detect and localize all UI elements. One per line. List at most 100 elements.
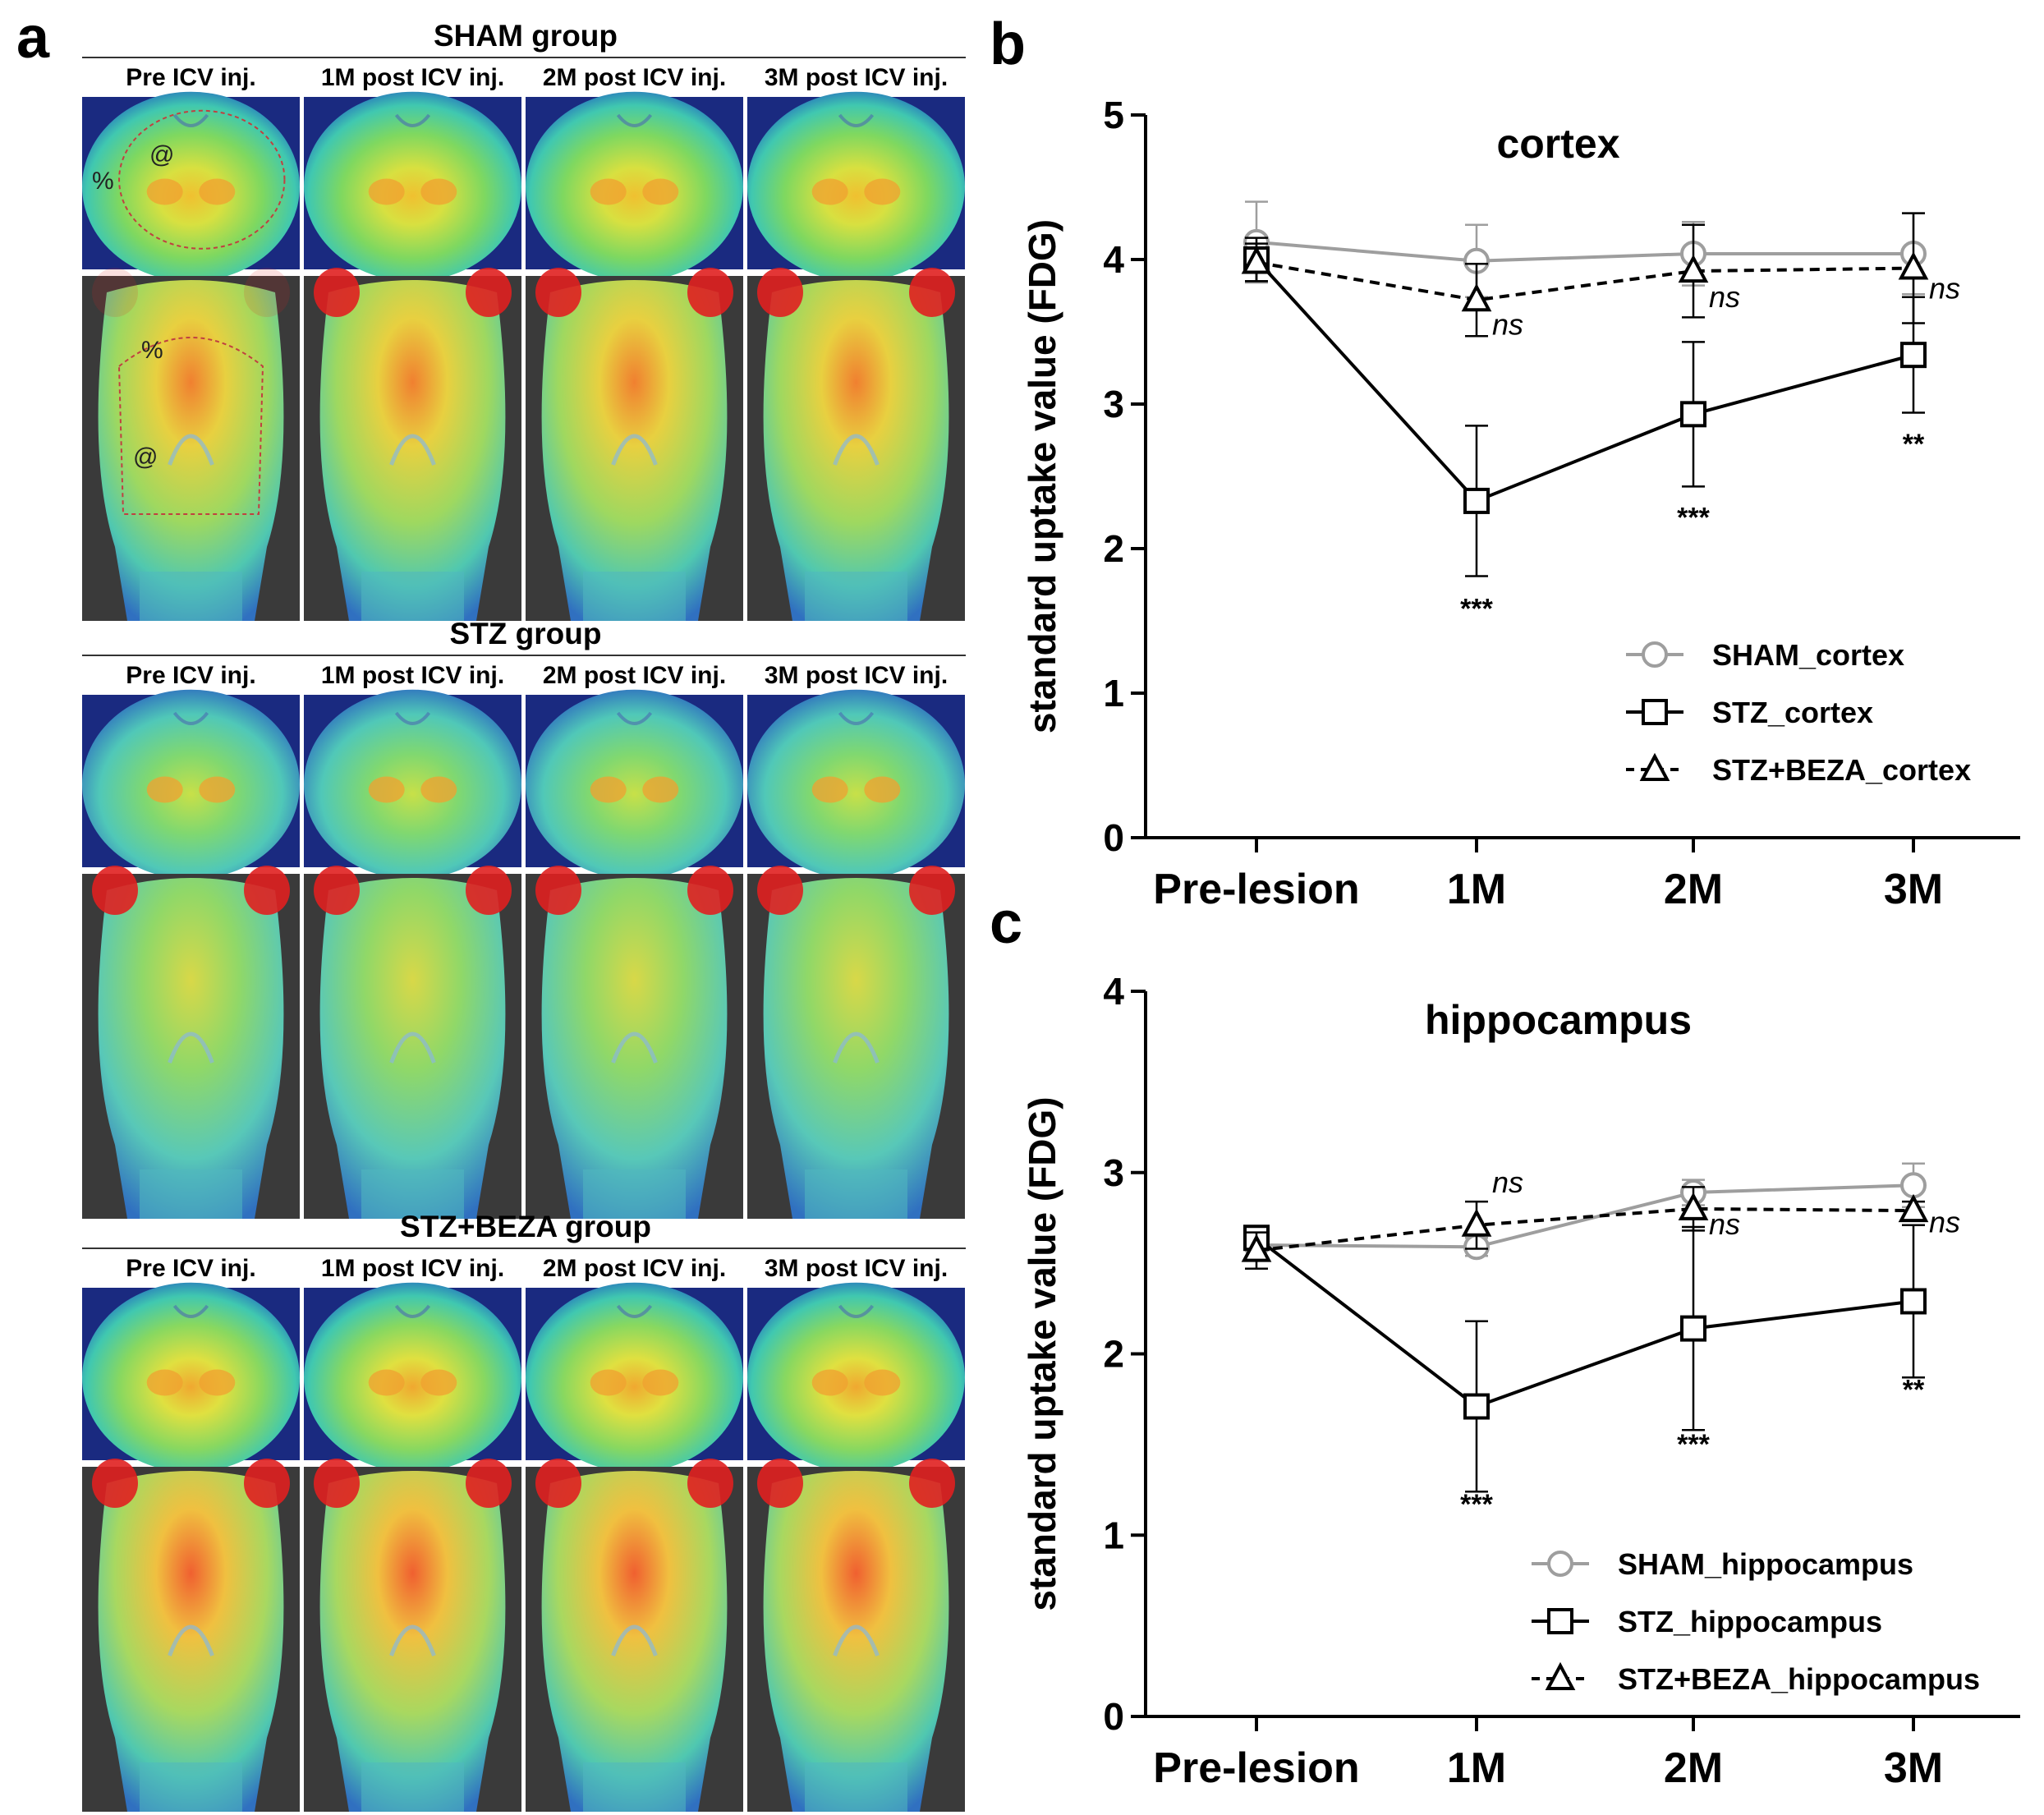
y-tick-label: 5 xyxy=(1103,94,1124,136)
coronal-hotspot-left xyxy=(590,1369,627,1396)
data-point xyxy=(1241,246,1272,274)
legend: SHAM_hippocampus STZ_hippocampus STZ+BEZA_… xyxy=(1532,1547,1980,1696)
axial-hotspot-left-eye xyxy=(92,866,138,915)
x-category-label: 3M xyxy=(1884,1744,1943,1792)
axial-hotspot-left-eye xyxy=(535,268,581,317)
axial-slice-heatmap xyxy=(541,878,728,1219)
axial-slice-heatmap xyxy=(763,878,949,1219)
ns-annotation: ns xyxy=(1492,308,1523,342)
chart-hippocampus: 0 1 2 3 4 Pre-lesion 1M 2M 3M standard uptake val… xyxy=(1021,970,2020,1792)
significance-annotation: ** xyxy=(1903,429,1925,460)
axial-ventricle xyxy=(611,1624,658,1656)
coronal-hotspot-right xyxy=(420,178,457,205)
y-tick-label: 4 xyxy=(1103,238,1124,281)
axial-ventricle xyxy=(611,1032,658,1064)
series-circle xyxy=(1243,200,1927,299)
axial-ventricle xyxy=(389,1032,436,1064)
x-category-label: Pre-lesion xyxy=(1153,866,1359,913)
roi-outline-cortex-axial xyxy=(117,337,264,515)
y-tick-label: 1 xyxy=(1103,1514,1124,1556)
coronal-midline xyxy=(838,711,875,725)
coronal-slice-heatmap xyxy=(526,91,743,282)
coronal-hotspot-left xyxy=(811,1369,848,1396)
axial-hotspot-right-eye xyxy=(466,866,512,915)
axial-slice-heatmap xyxy=(319,878,506,1219)
legend-label: STZ_cortex xyxy=(1712,696,1873,729)
axial-cerebellum xyxy=(805,1762,907,1812)
legend-marker xyxy=(1642,699,1668,725)
data-point xyxy=(1678,1192,1709,1220)
coronal-midline xyxy=(616,711,653,725)
axial-hotspot-left-eye xyxy=(92,1459,138,1508)
axial-cerebellum xyxy=(583,572,686,621)
coronal-midline xyxy=(172,113,209,127)
roi-label-cortex: % xyxy=(141,337,163,364)
column-title: 1M post ICV inj. xyxy=(321,64,504,91)
axial-hotspot-left-eye xyxy=(757,1459,803,1508)
axial-hotspot-right-eye xyxy=(909,1459,955,1508)
axial-slice-heatmap xyxy=(763,1471,949,1812)
column-title: 3M post ICV inj. xyxy=(765,662,948,689)
axial-slice-heatmap xyxy=(541,1471,728,1812)
significance-annotation: *** xyxy=(1460,593,1493,624)
axial-hotspot-right-eye xyxy=(687,866,733,915)
coronal-slice-heatmap xyxy=(82,1282,300,1473)
legend: SHAM_cortex STZ_cortex STZ+BEZA_cortex xyxy=(1626,638,1971,787)
coronal-midline xyxy=(172,711,209,725)
coronal-slice-heatmap xyxy=(82,689,300,880)
coronal-hotspot-left xyxy=(811,178,848,205)
coronal-slice-heatmap xyxy=(304,689,521,880)
axial-slice-heatmap xyxy=(98,878,284,1219)
series-square xyxy=(1243,237,1927,577)
axial-hotspot-right-eye xyxy=(244,268,290,317)
column-title: 3M post ICV inj. xyxy=(765,1255,948,1282)
axial-slice-heatmap xyxy=(319,280,506,621)
legend-label: STZ+BEZA_cortex xyxy=(1712,753,1971,787)
coronal-slice-heatmap xyxy=(526,689,743,880)
data-point xyxy=(1900,1288,1927,1315)
series-line xyxy=(1256,240,1913,263)
axial-cerebellum xyxy=(805,572,907,621)
x-category-label: 3M xyxy=(1884,866,1943,913)
y-tick-label: 2 xyxy=(1103,1333,1124,1376)
legend-label: STZ+BEZA_hippocampus xyxy=(1618,1662,1980,1696)
y-axis-label: standard uptake value (FDG) xyxy=(1021,219,1063,733)
column-title: 1M post ICV inj. xyxy=(321,1255,504,1282)
coronal-hotspot-left xyxy=(146,178,183,205)
axial-cerebellum xyxy=(805,1169,907,1219)
column-title: Pre ICV inj. xyxy=(126,1255,255,1282)
group-title: STZ group xyxy=(450,617,602,650)
ns-annotation: ns xyxy=(1492,1165,1523,1199)
y-tick-label: 0 xyxy=(1103,816,1124,859)
axial-slice-heatmap xyxy=(541,280,728,621)
y-tick-label: 0 xyxy=(1103,1695,1124,1738)
coronal-hotspot-left xyxy=(368,776,405,803)
pet-image-groups: SHAM group Pre ICV inj.% @% @1M post ICV in… xyxy=(82,19,966,1812)
legend-label: SHAM_cortex xyxy=(1712,638,1904,672)
data-point xyxy=(1680,401,1706,428)
chart-title: hippocampus xyxy=(1425,997,1692,1043)
coronal-hotspot-right xyxy=(642,178,679,205)
axial-cerebellum xyxy=(140,1169,242,1219)
legend-marker xyxy=(1639,752,1670,781)
y-tick-label: 4 xyxy=(1103,970,1124,1013)
axial-ventricle xyxy=(833,1032,880,1064)
data-point xyxy=(1241,1234,1272,1262)
axial-hotspot-left-eye xyxy=(92,268,138,317)
column-title: Pre ICV inj. xyxy=(126,64,255,91)
ns-annotation: ns xyxy=(1929,272,1960,306)
column-title: Pre ICV inj. xyxy=(126,662,255,689)
series-line xyxy=(1256,260,1914,302)
y-tick-label: 3 xyxy=(1103,1151,1124,1194)
significance-annotation: *** xyxy=(1677,503,1710,534)
roi-label-cortex: % xyxy=(92,168,114,195)
axial-hotspot-left-eye xyxy=(535,1459,581,1508)
data-point xyxy=(1461,1208,1492,1237)
x-category-label: 2M xyxy=(1664,866,1723,913)
column-title: 1M post ICV inj. xyxy=(321,662,504,689)
legend-label: SHAM_hippocampus xyxy=(1618,1547,1913,1581)
axial-ventricle xyxy=(168,1624,214,1656)
y-axis-label: standard uptake value (FDG) xyxy=(1021,1096,1063,1611)
x-category-label: 2M xyxy=(1664,1744,1723,1792)
x-category-label: 1M xyxy=(1447,866,1506,913)
